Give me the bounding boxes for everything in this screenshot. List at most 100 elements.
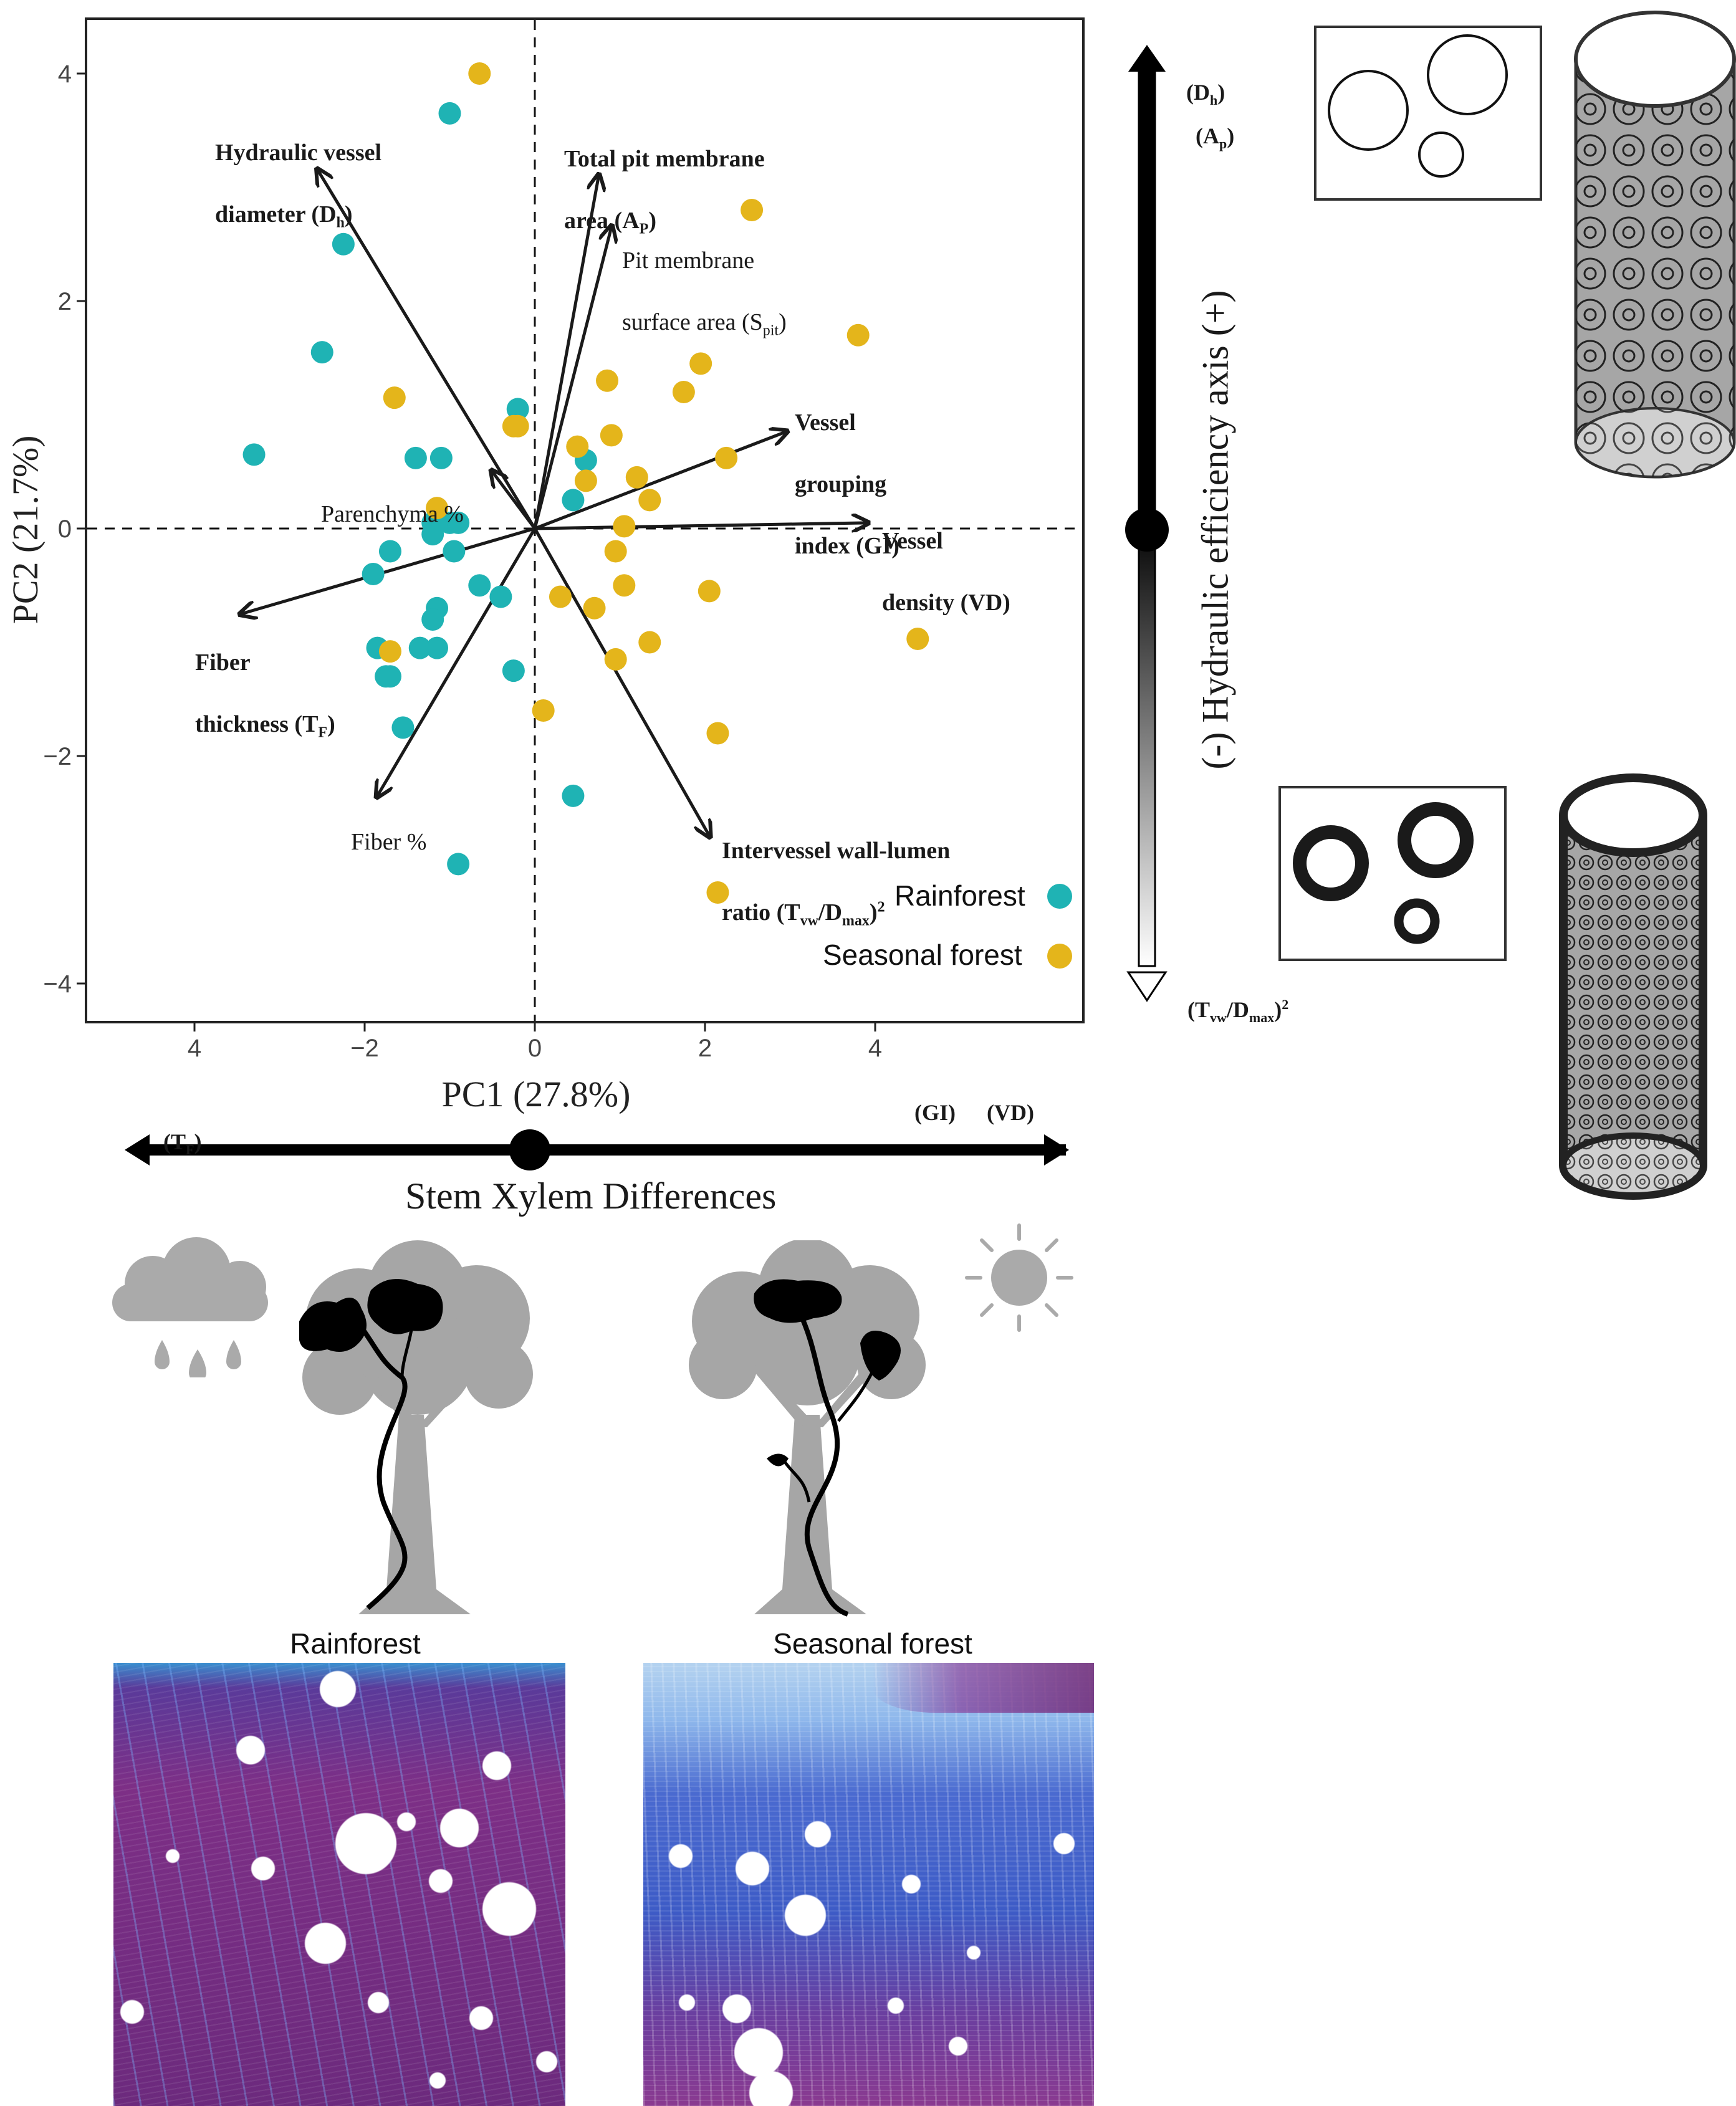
loading-label-fiber-text: Fiber % [351, 829, 427, 856]
y-axis-label: PC2 (21.7%) [5, 436, 46, 625]
x-tick-label: 4 [868, 1035, 882, 1062]
loading-arrow [534, 523, 866, 529]
hydraulic-axis-dh-end: ) [1217, 79, 1225, 105]
seasonal-forest-point [532, 699, 555, 722]
hydraulic-axis-dh-sub: h [1210, 92, 1218, 108]
loading-label-gi: Vessel grouping index (GI) [795, 377, 899, 562]
y-tick-label: −2 [43, 743, 72, 770]
rainforest-point [404, 446, 427, 469]
loading-label-tf-end: ) [327, 711, 335, 738]
loading-arrow [533, 527, 709, 836]
stem-axis-tf-label: (TF) [163, 1098, 201, 1159]
tree-icon-seasonal [689, 1240, 926, 1617]
seasonal-forest-point [426, 497, 449, 520]
rainforest-point [562, 489, 585, 512]
rainforest-point [468, 574, 491, 597]
seasonal-forest-point [549, 585, 572, 608]
vessel-tube-icon-safe [1559, 773, 1707, 1200]
legend-seasonal-label: Seasonal forest [823, 939, 1022, 971]
x-tick-label: 0 [528, 1035, 542, 1062]
loading-label-tf-line2: thickness (T [195, 711, 319, 738]
rainforest-point [447, 511, 470, 534]
x-tick-label: −2 [350, 1035, 379, 1062]
seasonal-forest-point [574, 469, 597, 492]
seasonal-forest-point [638, 631, 661, 654]
loading-label-parenchyma: Parenchyma % [321, 469, 464, 530]
loading-label-ap-line2: area (A [564, 208, 640, 234]
rainforest-point [438, 102, 461, 125]
seasonal-forest-point [638, 489, 661, 512]
stem-xylem-axis [125, 1129, 1069, 1170]
loading-label-spit: Pit membrane surface area (Spit) [622, 215, 787, 341]
loading-label-tf: Fiber thickness (TF) [195, 617, 335, 743]
seasonal-forest-point [698, 580, 721, 603]
micrograph-rainforest [113, 1663, 565, 2106]
loading-label-spit-line2: surface area (S [622, 309, 763, 336]
caption-seasonal: Seasonal forest [773, 1627, 972, 1660]
seasonal-forest-point [378, 640, 401, 663]
loading-label-gi-line2: grouping [795, 471, 887, 498]
loading-label-iv-line2: ratio (T [722, 899, 800, 926]
x-tick-label: 2 [698, 1035, 712, 1062]
legend-rainforest-marker [1047, 884, 1072, 909]
loading-label-iv-sup: 2 [877, 899, 885, 916]
loading-label-iv-line1: Intervessel wall-lumen [722, 838, 951, 864]
y-tick-label: −4 [43, 970, 72, 998]
seasonal-forest-point [846, 323, 870, 347]
rainforest-point [362, 563, 385, 585]
loading-label-gi-line1: Vessel [795, 409, 856, 436]
loading-label-intervessel: Intervessel wall-lumen ratio (Tvw/Dmax)2 [722, 805, 950, 931]
legend-rainforest-label: Rainforest [894, 879, 1025, 912]
loading-label-parenchyma-text: Parenchyma % [321, 501, 464, 528]
loading-arrow [492, 472, 537, 530]
stem-axis-tf-text: (T [163, 1129, 186, 1154]
loading-label-ap-end: ) [648, 208, 656, 234]
loading-label-spit-line1: Pit membrane [622, 247, 755, 274]
loading-label-spit-sub: pit [762, 322, 779, 339]
rainforest-point [426, 636, 449, 659]
seasonal-forest-point [604, 540, 627, 563]
seasonal-forest-point [583, 596, 606, 620]
micrograph-seasonal [643, 1663, 1094, 2106]
stem-axis-tf-sub: F [186, 1141, 194, 1157]
hydraulic-axis-ratio-sup: 2 [1282, 996, 1289, 1012]
loading-label-vd-line2: density (VD) [882, 590, 1010, 616]
seasonal-forest-point [741, 199, 764, 221]
seasonal-forest-point [906, 628, 929, 651]
x-tick-label: 4 [188, 1035, 201, 1062]
hydraulic-axis-ratio-sub1: vw [1210, 1009, 1227, 1025]
seasonal-forest-point [506, 414, 529, 438]
loading-arrow [534, 432, 786, 530]
seasonal-forest-point [672, 381, 695, 403]
legend-seasonal-marker [1047, 944, 1072, 969]
plot-frame [85, 17, 1085, 1023]
loading-label-ap-sub: P [639, 221, 649, 237]
hydraulic-axis-ap-text: (A [1196, 123, 1219, 148]
rainforest-point [242, 443, 266, 466]
stem-axis-arrow-right [1044, 1134, 1069, 1165]
hydraulic-axis-ratio-sub2: max [1249, 1009, 1275, 1025]
hydraulic-axis-ratio-text: (T [1187, 997, 1210, 1022]
hydraulic-axis-arrow-down [1126, 971, 1168, 1002]
hydraulic-efficiency-axis [1125, 45, 1169, 1002]
hydraulic-axis-ap-sub: p [1219, 135, 1227, 151]
hydraulic-axis-ratio-label: (Tvw/Dmax)2 [1187, 966, 1288, 1027]
loading-label-dh: Hydraulic vessel diameter (Dh) [215, 107, 381, 233]
seasonal-forest-point [706, 722, 729, 745]
seasonal-forest-point [600, 424, 623, 447]
seasonal-forest-point [604, 648, 627, 671]
loading-label-dh-end: ) [344, 201, 353, 228]
rainforest-point [562, 784, 585, 807]
seasonal-forest-point [706, 881, 729, 904]
pca-biplot: 4 −2 0 2 4 4 2 0 −2 −4 PC1 (27.8%) PC2 (21.7%) [5, 17, 1085, 1114]
tree-icon-rainforest [299, 1240, 533, 1614]
sun-icon [965, 1223, 1073, 1332]
loading-label-dh-sub: h [336, 214, 345, 231]
micrograph-seasonal-top-bark [873, 1663, 1094, 1713]
seasonal-forest-point [689, 352, 712, 375]
loading-label-spit-end: ) [779, 309, 787, 336]
rainforest-point [378, 665, 401, 688]
rainforest-point [502, 659, 525, 682]
y-tick-label: 4 [58, 60, 72, 88]
seasonal-forest-point [468, 62, 491, 85]
